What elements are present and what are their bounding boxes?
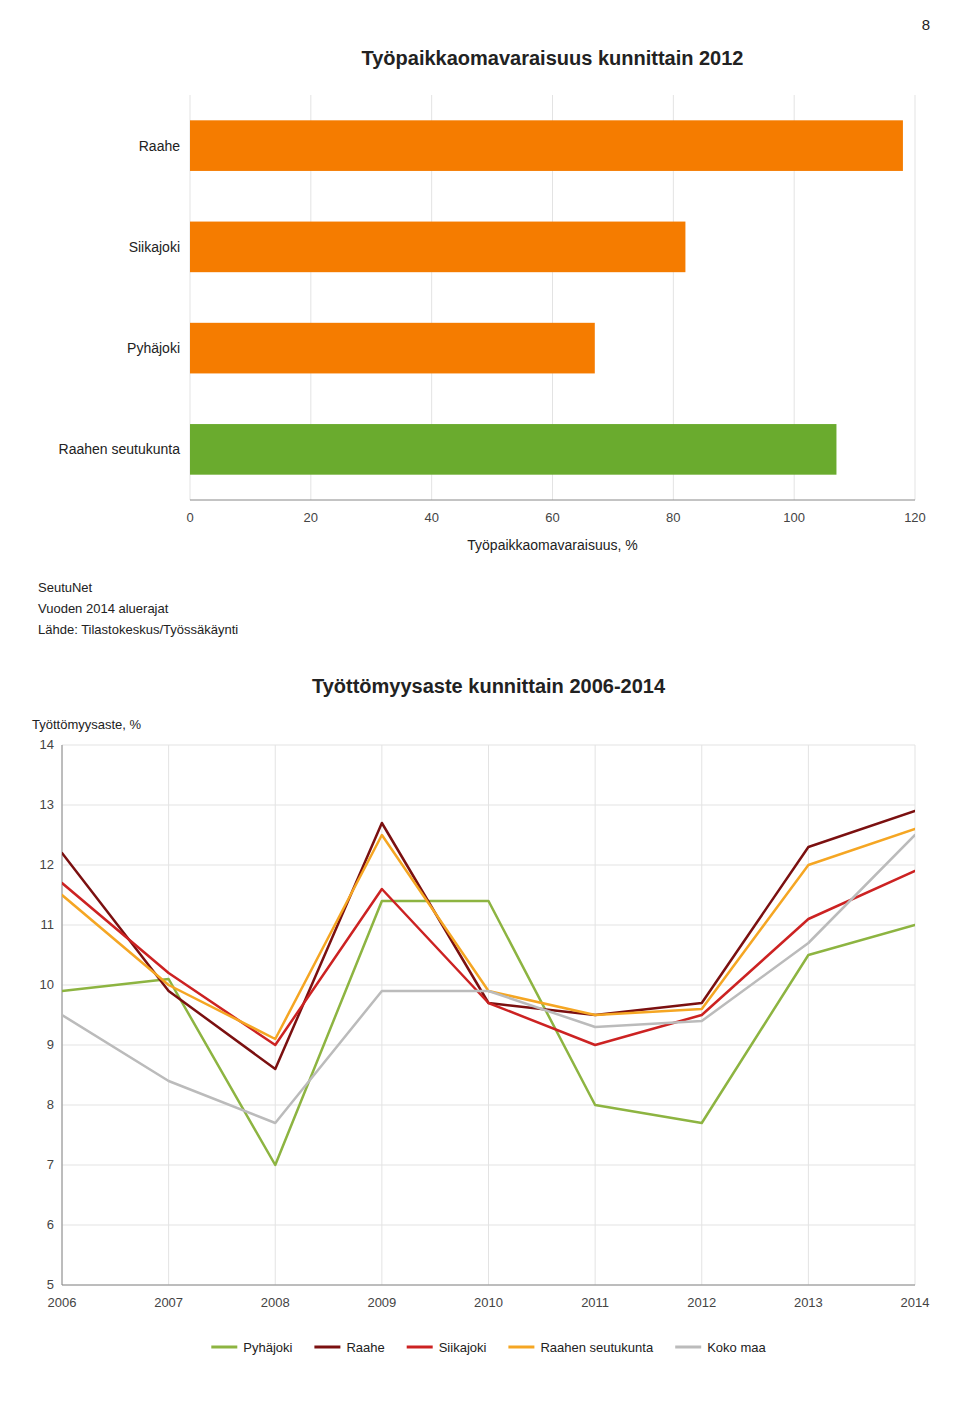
tick-label: 2008 bbox=[261, 1295, 290, 1310]
tick-label: 2007 bbox=[154, 1295, 183, 1310]
tick-label: 2010 bbox=[474, 1295, 503, 1310]
tick-label: 2012 bbox=[687, 1295, 716, 1310]
legend-label: Koko maa bbox=[707, 1340, 766, 1355]
axis-label: Työpaikkaomavaraisuus, % bbox=[467, 537, 637, 553]
footnote: SeutuNet bbox=[38, 580, 93, 595]
tick-label: 80 bbox=[666, 510, 680, 525]
legend-item: Koko maa bbox=[675, 1340, 766, 1355]
series-line bbox=[62, 835, 915, 1123]
tick-label: 13 bbox=[40, 797, 54, 812]
legend-swatch bbox=[675, 1346, 701, 1349]
series-line bbox=[62, 829, 915, 1039]
category-label: Raahen seutukunta bbox=[59, 441, 181, 457]
tick-label: 11 bbox=[41, 917, 55, 932]
bars bbox=[190, 120, 903, 474]
tick-label: 2014 bbox=[901, 1295, 930, 1310]
bar bbox=[190, 424, 836, 475]
background bbox=[0, 0, 960, 1407]
grid-line bbox=[915, 745, 916, 1285]
x-axis bbox=[190, 500, 915, 501]
grid-line bbox=[488, 745, 489, 1285]
tick-label: 6 bbox=[47, 1217, 54, 1232]
tick-label: 2006 bbox=[48, 1295, 77, 1310]
series-line bbox=[62, 901, 915, 1165]
footnote: Lähde: Tilastokeskus/Työssäkäynti bbox=[38, 622, 238, 637]
lines bbox=[62, 811, 915, 1165]
legend-item: Siikajoki bbox=[407, 1340, 487, 1355]
grid-line bbox=[808, 745, 809, 1285]
chart-title: Työttömyysaste kunnittain 2006-2014 bbox=[312, 675, 666, 697]
grid-line bbox=[915, 95, 916, 500]
grid-line bbox=[62, 1285, 915, 1286]
tick-label: 60 bbox=[545, 510, 559, 525]
tick-label: 8 bbox=[47, 1097, 54, 1112]
bar bbox=[190, 120, 903, 171]
tick-label: 120 bbox=[904, 510, 926, 525]
legend-label: Raahen seutukunta bbox=[540, 1340, 654, 1355]
legend-swatch bbox=[508, 1346, 534, 1349]
x-axis bbox=[62, 1285, 915, 1286]
legend-item: Raahen seutukunta bbox=[508, 1340, 654, 1355]
legend-label: Raahe bbox=[346, 1340, 384, 1355]
legend-swatch bbox=[211, 1346, 237, 1349]
tick-label: 100 bbox=[783, 510, 805, 525]
legend-item: Pyhäjoki bbox=[211, 1340, 292, 1355]
tick-label: 2013 bbox=[794, 1295, 823, 1310]
category-label: Raahe bbox=[139, 138, 180, 154]
page: 8 Työpaikkaomavaraisuus kunnittain 2012 0 2… bbox=[0, 0, 960, 1407]
legend-swatch bbox=[314, 1346, 340, 1349]
grid-line bbox=[275, 745, 276, 1285]
category-label: Siikajoki bbox=[129, 239, 180, 255]
footnote: Vuoden 2014 aluerajat bbox=[38, 601, 169, 616]
chart-title: Työpaikkaomavaraisuus kunnittain 2012 bbox=[361, 47, 743, 69]
legend-label: Siikajoki bbox=[439, 1340, 487, 1355]
line-chart: Työttömyysaste kunnittain 2006-2014 Tyött… bbox=[32, 675, 929, 1355]
legend-item: Raahe bbox=[314, 1340, 384, 1355]
axis-label: Työttömyysaste, % bbox=[32, 717, 142, 732]
tick-label: 10 bbox=[40, 977, 54, 992]
tick-label: 12 bbox=[40, 857, 54, 872]
category-label: Pyhäjoki bbox=[127, 340, 180, 356]
tick-label: 9 bbox=[47, 1037, 54, 1052]
grid-line bbox=[168, 745, 169, 1285]
legend: Pyhäjoki Raahe Siikajoki Raahen seutukunta K… bbox=[211, 1340, 766, 1355]
tick-label: 40 bbox=[424, 510, 438, 525]
page-number: 8 bbox=[922, 16, 930, 33]
tick-label: 2011 bbox=[581, 1295, 609, 1310]
legend-swatch bbox=[407, 1346, 433, 1349]
tick-label: 5 bbox=[47, 1277, 54, 1292]
tick-label: 20 bbox=[304, 510, 318, 525]
bar bbox=[190, 222, 685, 273]
legend-label: Pyhäjoki bbox=[243, 1340, 292, 1355]
tick-label: 0 bbox=[186, 510, 193, 525]
bar-chart: Työpaikkaomavaraisuus kunnittain 2012 0 20… bbox=[38, 47, 926, 637]
tick-label: 14 bbox=[40, 737, 54, 752]
tick-label: 2009 bbox=[367, 1295, 396, 1310]
series-line bbox=[62, 811, 915, 1069]
bar bbox=[190, 323, 595, 374]
tick-label: 7 bbox=[47, 1157, 54, 1172]
